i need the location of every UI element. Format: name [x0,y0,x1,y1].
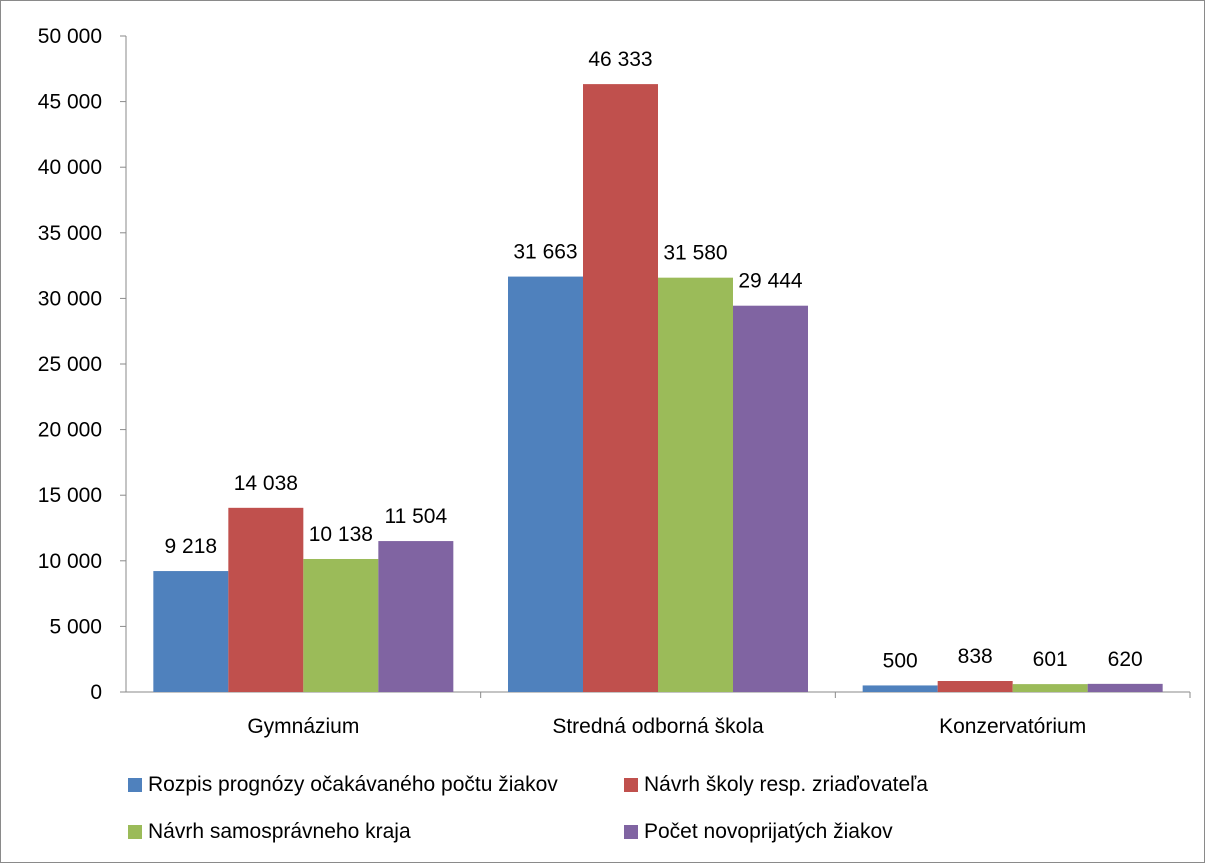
legend-swatch-red [624,778,638,792]
legend-item-pocet: Počet novoprijatých žiakov [624,820,893,844]
x-category-label: Stredná odborná škola [552,715,764,738]
x-category-label: Konzervatórium [939,715,1086,738]
bar [733,305,808,692]
y-tick-label: 30 000 [38,287,102,310]
legend-swatch-purple [624,825,638,839]
y-tick-label: 40 000 [38,156,102,179]
legend-item-rozpis: Rozpis prognózy očakávaného počtu žiakov [128,773,558,797]
legend-swatch-green [128,825,142,839]
y-tick-label: 5 000 [49,615,102,638]
y-tick-label: 50 000 [38,25,102,48]
bar-value-label: 46 333 [588,48,652,71]
bar-value-label: 31 580 [663,242,727,265]
x-axis-categories: Gymnázium Stredná odborná škola Konzervató… [247,692,1191,738]
bar-value-label: 601 [1033,648,1068,671]
bar [937,681,1013,692]
bar [508,276,583,692]
x-category-label: Gymnázium [247,715,359,738]
y-tick-label: 15 000 [38,484,102,507]
y-tick-label: 0 [90,681,102,704]
legend-label: Návrh školy resp. zriaďovateľa [644,773,928,796]
bar-value-label: 11 504 [384,505,447,528]
data-labels: 9 218 14 038 10 138 11 504 31 663 46 333 31 58… [165,48,1143,672]
bar-value-label: 500 [883,649,918,672]
bar-value-label: 14 038 [234,472,298,495]
bar [583,84,658,693]
y-tick-label: 35 000 [38,222,102,245]
legend-item-navrh-skoly: Návrh školy resp. zriaďovateľa [624,773,928,797]
y-tick-label: 10 000 [38,550,102,573]
y-axis-ticks: 0 5 000 10 000 15 000 20 000 25 000 30 000 35 0… [38,25,126,704]
bar [378,541,454,692]
y-tick-label: 25 000 [38,353,102,376]
y-tick-label: 20 000 [38,419,102,442]
bar [862,685,938,692]
bar [153,571,229,692]
bar-value-label: 31 663 [513,241,577,264]
bar [658,277,733,692]
bar-value-label: 10 138 [309,523,373,546]
legend-label: Návrh samosprávneho kraja [148,820,411,843]
bar-value-label: 620 [1108,648,1143,671]
y-tick-label: 45 000 [38,91,102,114]
bars [153,84,1163,693]
legend-label: Počet novoprijatých žiakov [644,820,893,843]
legend-item-navrh-kraja: Návrh samosprávneho kraja [128,820,411,844]
bar [303,558,379,692]
bar-value-label: 838 [958,645,993,668]
legend-swatch-blue [128,778,142,792]
legend-label: Rozpis prognózy očakávaného počtu žiakov [148,773,558,796]
bar-value-label: 9 218 [165,535,218,558]
bar [1087,683,1163,692]
bar-value-label: 29 444 [738,270,803,293]
bar [228,507,304,692]
bar [1012,684,1088,692]
